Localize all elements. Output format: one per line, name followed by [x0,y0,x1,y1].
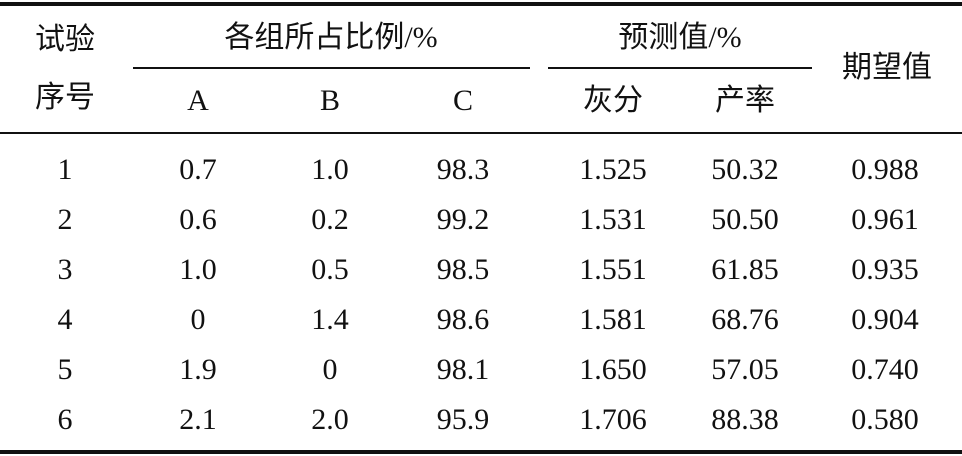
data-cell: 5 [57,353,73,386]
data-cell: 3 [57,253,73,286]
data-cell: 0.904 [851,303,919,336]
data-cell: 98.5 [436,253,490,286]
data-cell: 1.525 [579,153,647,186]
data-cell: 0.2 [311,203,349,236]
data-cell: 1.4 [311,303,349,336]
subheader-cell: 灰分 [583,84,643,117]
subheader-cell: B [319,84,341,117]
header-cell: 各组所占比例/% [224,21,438,54]
subheader-cell: 产率 [715,84,775,117]
data-cell: 0.935 [851,253,919,286]
data-cell: 4 [57,303,73,336]
data-cell: 1.0 [179,253,217,286]
data-cell: 0.6 [179,203,217,236]
data-cell: 95.9 [436,403,490,436]
data-cell: 2 [57,203,73,236]
header-cell: 试验序号 [35,23,95,114]
header-rule [0,132,962,134]
data-cell: 0.988 [851,153,919,186]
data-cell: 1.531 [579,203,647,236]
subheader-cell: A [187,84,209,117]
data-cell: 0.961 [851,203,919,236]
data-cell: 0.5 [311,253,349,286]
data-cell: 1.9 [179,353,217,386]
data-cell: 98.1 [436,353,490,386]
data-cell: 0.7 [179,153,217,186]
data-cell: 0 [322,353,338,386]
data-cell: 1.650 [579,353,647,386]
data-cell: 1.706 [579,403,647,436]
data-cell: 1.581 [579,303,647,336]
data-cell: 88.38 [711,403,779,436]
data-cell: 1.551 [579,253,647,286]
top-rule [0,2,962,6]
group-rule [548,67,812,69]
data-cell: 2.1 [179,403,217,436]
data-cell: 68.76 [711,303,779,336]
data-cell: 6 [57,403,73,436]
data-cell: 0.580 [851,403,919,436]
data-cell: 50.32 [711,153,779,186]
data-cell: 0.740 [851,353,919,386]
data-cell: 2.0 [311,403,349,436]
header-cell: 期望值 [842,51,932,84]
data-cell: 98.3 [436,153,490,186]
data-cell: 98.6 [436,303,490,336]
bottom-rule [0,450,962,454]
data-cell: 99.2 [436,203,490,236]
subheader-cell: C [452,84,474,117]
header-cell: 预测值/% [618,21,742,54]
data-cell: 0 [190,303,206,336]
data-cell: 1.0 [311,153,349,186]
data-cell: 61.85 [711,253,779,286]
data-cell: 57.05 [711,353,779,386]
data-cell: 1 [57,153,73,186]
group-rule [133,67,530,69]
data-cell: 50.50 [711,203,779,236]
